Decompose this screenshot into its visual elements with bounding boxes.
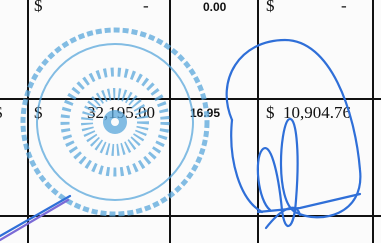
- signature: [0, 40, 360, 240]
- document-scan: $ - 0.00 $ - $ $ 32,195.00 16.95 $ 10,90…: [0, 0, 381, 243]
- stamp: [23, 30, 207, 214]
- stamp-and-signature: [0, 0, 381, 243]
